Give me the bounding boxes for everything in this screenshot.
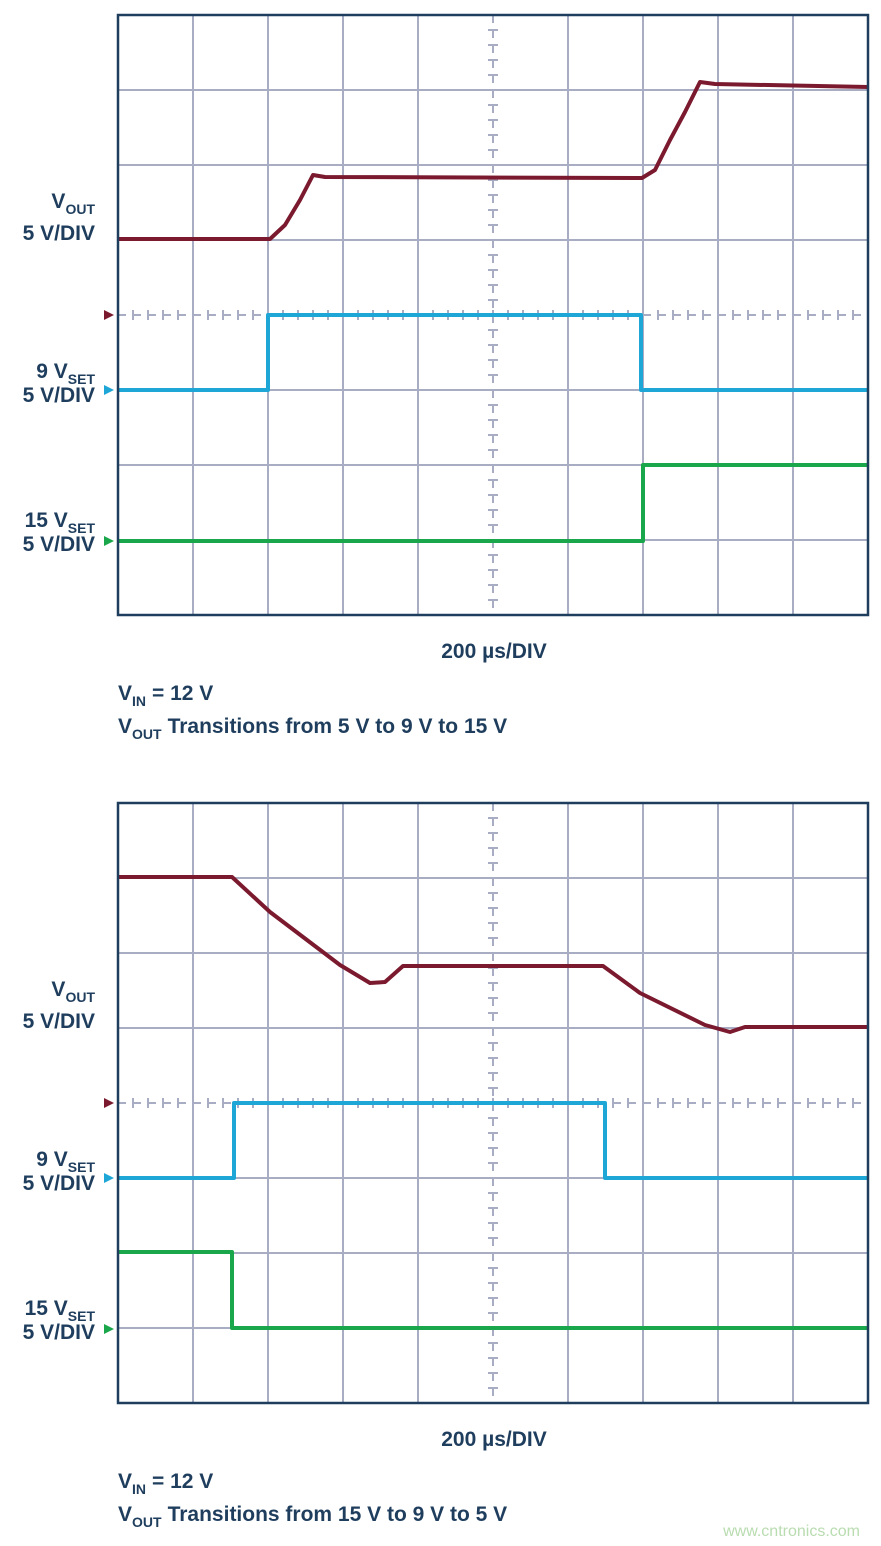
trace bbox=[118, 313, 868, 392]
trace-label: VOUT bbox=[51, 190, 95, 217]
cond-rest: Transitions from 5 V to 9 V to 15 V bbox=[168, 715, 508, 738]
trace-label: 15 VSET bbox=[25, 509, 96, 536]
trace-scale: 5 V/DIV bbox=[23, 1172, 95, 1195]
trace-scale: 5 V/DIV bbox=[23, 222, 95, 245]
cond-main: V bbox=[118, 1503, 132, 1526]
marker bbox=[104, 385, 114, 395]
label-main: 15 V bbox=[25, 509, 68, 532]
marker bbox=[104, 536, 114, 546]
cond-sub: OUT bbox=[132, 1514, 162, 1530]
condition: VIN = 12 V bbox=[118, 1470, 213, 1497]
marker bbox=[104, 1324, 114, 1334]
marker bbox=[104, 310, 114, 320]
timebase: 200 µs/DIV bbox=[441, 640, 547, 663]
cond-rest: = 12 V bbox=[152, 682, 213, 705]
label-sub: SET bbox=[68, 1159, 96, 1175]
trace-label: VOUT bbox=[51, 978, 95, 1005]
trace-label: 15 VSET bbox=[25, 1297, 96, 1324]
cond-sub: IN bbox=[132, 1481, 146, 1497]
cond-rest: = 12 V bbox=[152, 1470, 213, 1493]
timebase: 200 µs/DIV bbox=[441, 1428, 547, 1451]
trace-scale: 5 V/DIV bbox=[23, 533, 95, 556]
marker bbox=[104, 1098, 114, 1108]
cond-sub: OUT bbox=[132, 726, 162, 742]
frame bbox=[116, 13, 870, 617]
trace-scale: 5 V/DIV bbox=[23, 1321, 95, 1344]
label-sub: SET bbox=[68, 1308, 96, 1324]
condition: VIN = 12 V bbox=[118, 682, 213, 709]
condition: VOUT Transitions from 5 V to 9 V to 15 V bbox=[118, 715, 507, 742]
cond-rest: Transitions from 15 V to 9 V to 5 V bbox=[168, 1503, 508, 1526]
cond-main: V bbox=[118, 1470, 132, 1493]
label-sub: SET bbox=[68, 371, 96, 387]
cond-main: V bbox=[118, 682, 132, 705]
label-sub: OUT bbox=[65, 201, 95, 217]
trace bbox=[118, 80, 869, 241]
trace bbox=[118, 875, 868, 1034]
label-main: 9 V bbox=[36, 360, 68, 383]
label-main: 9 V bbox=[36, 1148, 68, 1171]
watermark: www.cntronics.com bbox=[722, 1523, 860, 1540]
trace bbox=[118, 1101, 868, 1180]
marker bbox=[104, 1173, 114, 1183]
label-main: V bbox=[51, 978, 65, 1001]
cond-main: V bbox=[118, 715, 132, 738]
trace-label: 9 VSET bbox=[36, 1148, 95, 1175]
label-sub: OUT bbox=[65, 989, 95, 1005]
trace-scale: 5 V/DIV bbox=[23, 1010, 95, 1033]
trace-scale: 5 V/DIV bbox=[23, 384, 95, 407]
trace bbox=[118, 1250, 868, 1330]
trace-label: 9 VSET bbox=[36, 360, 95, 387]
label-sub: SET bbox=[68, 520, 96, 536]
label-main: 15 V bbox=[25, 1297, 68, 1320]
frame bbox=[116, 801, 870, 1405]
condition: VOUT Transitions from 15 V to 9 V to 5 V bbox=[118, 1503, 507, 1530]
cond-sub: IN bbox=[132, 693, 146, 709]
trace bbox=[118, 463, 868, 543]
label-main: V bbox=[51, 190, 65, 213]
